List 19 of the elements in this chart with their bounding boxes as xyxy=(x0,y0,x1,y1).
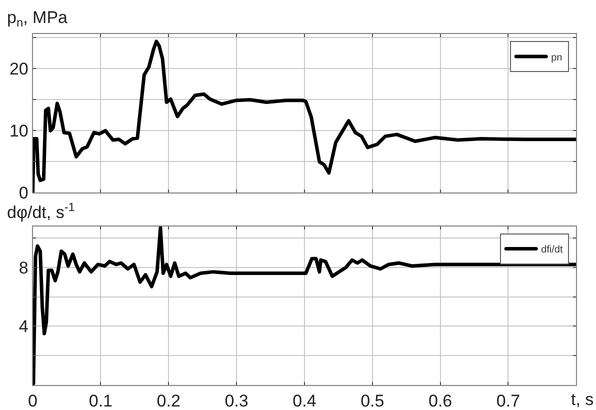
y-tick-label: 4 xyxy=(18,317,28,336)
x-tick-label: 0.1 xyxy=(88,391,113,410)
legend-label: pn xyxy=(551,52,562,64)
y-tick-label: 20 xyxy=(9,60,28,79)
x-tick-label: 0.4 xyxy=(292,391,316,410)
x-tick-label: 0.6 xyxy=(428,391,452,410)
x-tick-label: 0.7 xyxy=(496,391,520,410)
x-tick-label: 0.3 xyxy=(224,391,248,410)
legend-label: dfi/dt xyxy=(541,244,563,256)
x-tick-label: 0.5 xyxy=(360,391,384,410)
line-series xyxy=(32,40,576,193)
y-tick-label: 10 xyxy=(9,122,28,141)
y-tick-label: 0 xyxy=(18,184,28,203)
x-axis-title: t, s xyxy=(571,390,594,409)
y-axis-title: dφ/dt, s$^{-1}$ xyxy=(7,200,76,222)
y-tick-label: 8 xyxy=(18,258,28,278)
x-tick-label: 0.2 xyxy=(156,391,180,410)
line-series xyxy=(32,226,576,385)
y-axis-title: p$_{n}$, MPa xyxy=(7,8,68,30)
